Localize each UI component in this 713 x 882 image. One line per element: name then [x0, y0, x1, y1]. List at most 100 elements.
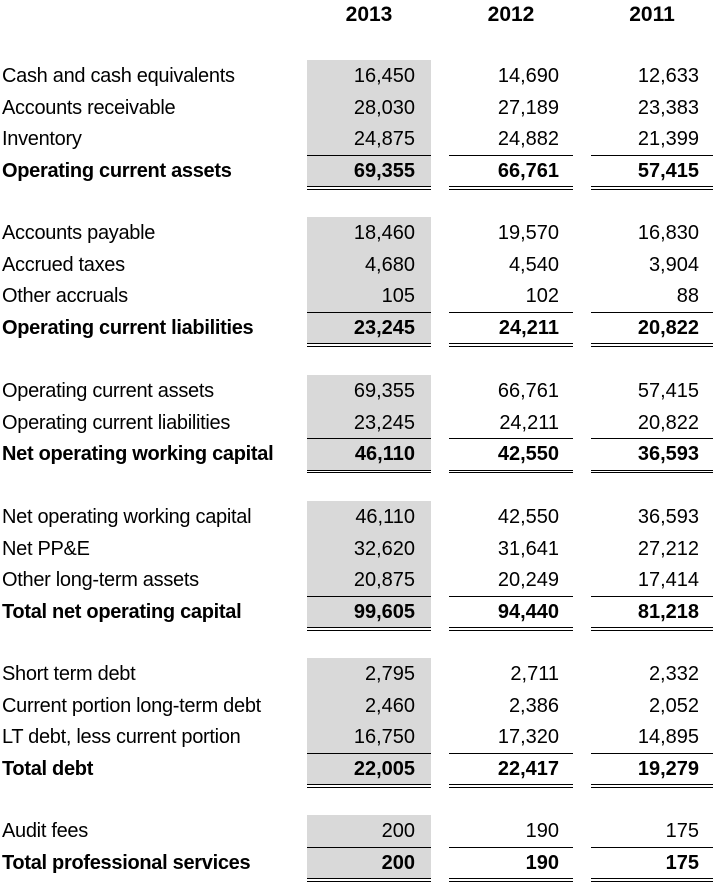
total-double-rule: [591, 472, 713, 473]
row-label: Operating current assets: [2, 380, 214, 402]
total-double-rule: [449, 880, 573, 882]
highlight-column-band: [307, 501, 431, 628]
total-rule: [449, 469, 573, 471]
row-label: Accounts payable: [2, 222, 156, 244]
cell-value-2011: 2,052: [648, 694, 699, 717]
table-row: Net PP&E 32,620 31,641 27,212: [0, 534, 713, 565]
total-value-2012: 66,761: [497, 159, 559, 182]
total-rule: [449, 784, 573, 785]
row-label: Other accruals: [2, 285, 128, 307]
row-label: Net operating working capital: [2, 506, 252, 528]
cell-value-2012: 27,189: [497, 96, 559, 119]
cell-value-2013: 32,620: [353, 537, 415, 560]
total-value-2013: 22,005: [353, 757, 415, 780]
total-rule: [307, 343, 431, 344]
table-row: Audit fees 200 190 175: [0, 816, 713, 847]
total-rule: [307, 784, 431, 785]
total-rule: [449, 627, 573, 628]
highlight-column-band: [307, 658, 431, 785]
total-value-2013: 99,605: [353, 600, 415, 623]
total-value-2011: 57,415: [637, 159, 699, 182]
row-label: Net PP&E: [2, 537, 90, 560]
cell-value-2013: 28,030: [353, 96, 415, 119]
cell-value-2013: 18,460: [353, 222, 415, 244]
total-label: Total debt: [2, 757, 94, 780]
total-label: Net operating working capital: [2, 443, 274, 465]
table-row: Short term debt 2,795 2,711 2,332: [0, 659, 713, 690]
total-double-rule: [307, 188, 431, 190]
total-double-rule: [449, 345, 573, 347]
cell-value-2013: 69,355: [353, 380, 415, 402]
column-header-2013: 2013: [345, 3, 393, 26]
cell-value-2011: 16,830: [637, 222, 699, 244]
cell-value-2012: 24,211: [499, 411, 559, 434]
row-label: Accrued taxes: [2, 253, 125, 276]
cell-value-2011: 88: [676, 285, 699, 307]
subtotal-rule: [449, 438, 573, 439]
cell-value-2013: 24,875: [353, 128, 415, 150]
subtotal-rule: [591, 752, 713, 754]
cell-value-2013: 2,460: [364, 694, 415, 717]
subtotal-rule: [449, 846, 573, 848]
total-label: Operating current assets: [2, 159, 232, 182]
total-rule: [591, 469, 713, 471]
total-double-rule: [591, 188, 713, 190]
cell-value-2011: 20,822: [637, 411, 699, 434]
table-row: Inventory 24,875 24,882 21,399: [0, 124, 713, 155]
table-row: Operating current liabilities 23,245 24,21…: [0, 408, 713, 439]
cell-value-2013: 23,245: [353, 411, 415, 434]
subtotal-rule: [307, 311, 431, 313]
table-row: Other long-term assets 20,875 20,249 17,414: [0, 565, 713, 596]
table-row: Net operating working capital 46,110 42,55…: [0, 502, 713, 533]
total-double-rule: [307, 345, 431, 347]
total-double-rule: [449, 188, 573, 190]
highlight-column-band: [307, 60, 431, 187]
total-value-2012: 24,211: [498, 316, 559, 339]
table-row: Operating current assets 69,355 66,761 57,4…: [0, 376, 713, 407]
subtotal-rule: [307, 438, 431, 439]
subtotal-rule: [307, 595, 431, 597]
cell-value-2011: 27,212: [637, 537, 699, 560]
cell-value-2011: 36,593: [637, 506, 699, 528]
total-rule: [307, 469, 431, 471]
total-row: Operating current liabilities 23,245 24,21…: [0, 313, 713, 344]
total-double-rule: [449, 629, 573, 631]
cell-value-2013: 4,680: [364, 253, 415, 276]
cell-value-2011: 3,904: [648, 253, 699, 276]
row-label: Cash and cash equivalents: [2, 65, 235, 87]
total-value-2013: 200: [381, 851, 415, 874]
total-rule: [591, 186, 713, 187]
cell-value-2011: 57,415: [637, 380, 699, 402]
cell-value-2012: 4,540: [508, 253, 559, 276]
total-value-2011: 20,822: [637, 316, 699, 339]
total-row: Total debt 22,005 22,417 19,279: [0, 754, 713, 785]
cell-value-2011: 2,332: [648, 663, 699, 685]
subtotal-rule: [307, 846, 431, 848]
table-row: Accounts receivable 28,030 27,189 23,383: [0, 93, 713, 124]
cell-value-2013: 16,450: [353, 65, 415, 87]
total-double-rule: [307, 880, 431, 882]
row-label: Operating current liabilities: [2, 411, 231, 434]
cell-value-2011: 23,383: [637, 96, 699, 119]
cell-value-2013: 2,795: [364, 663, 415, 685]
subtotal-rule: [449, 752, 573, 754]
cell-value-2011: 21,399: [637, 128, 699, 150]
total-label: Total net operating capital: [2, 600, 242, 623]
cell-value-2013: 16,750: [353, 726, 415, 748]
cell-value-2011: 175: [665, 820, 699, 842]
total-value-2011: 81,218: [637, 600, 699, 623]
cell-value-2012: 2,711: [510, 663, 559, 685]
cell-value-2011: 14,895: [637, 726, 699, 748]
cell-value-2011: 12,633: [637, 65, 699, 87]
cell-value-2013: 20,875: [353, 569, 415, 591]
subtotal-rule: [449, 311, 573, 313]
cell-value-2013: 46,110: [355, 506, 415, 528]
row-label: Audit fees: [2, 820, 88, 842]
row-label: Short term debt: [2, 663, 136, 685]
cell-value-2013: 105: [381, 285, 415, 307]
total-value-2012: 94,440: [497, 600, 559, 623]
table-row: Accrued taxes 4,680 4,540 3,904: [0, 250, 713, 281]
total-value-2011: 36,593: [637, 443, 699, 465]
subtotal-rule: [591, 846, 713, 848]
row-label: Inventory: [2, 128, 82, 150]
